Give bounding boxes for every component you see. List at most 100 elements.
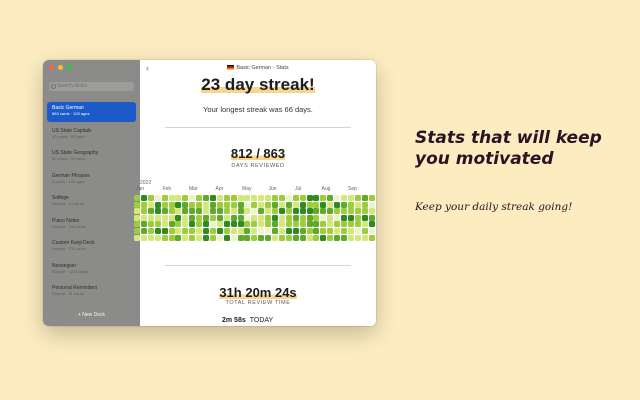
heatmap-day-cell <box>292 214 299 221</box>
heatmap-day-cell <box>327 228 334 234</box>
heatmap-day-cell <box>347 228 354 234</box>
heatmap-month-label: Feb <box>162 186 172 192</box>
heatmap-day-cell <box>189 214 196 221</box>
heatmap-day-cell <box>175 228 182 234</box>
heatmap-day-cell <box>147 201 154 208</box>
sidebar-deck-item[interactable]: Solfege Repeat · 14 cards <box>47 192 136 212</box>
today-review-time: 2m 58s TODAY <box>222 317 273 324</box>
deck-title: Norwegian <box>52 262 76 269</box>
heatmap-day-cell <box>216 195 223 201</box>
heatmap-day-cell <box>354 234 361 241</box>
heatmap-month-label: Mar <box>189 186 198 192</box>
heatmap-day-cell <box>320 214 327 221</box>
sidebar-deck-item[interactable]: German Phrases 2 cards · 150 ages <box>47 170 136 190</box>
days-reviewed-number: 812 / 863 <box>230 146 286 161</box>
deck-subtitle: Repeat · 1223 cards <box>52 268 89 274</box>
heatmap-day-cell <box>306 221 313 228</box>
heatmap-day-cell <box>285 195 292 201</box>
heatmap-day-cell <box>175 201 182 208</box>
heatmap-day-cell <box>341 234 347 241</box>
heatmap-day-cell <box>140 195 147 201</box>
sidebar-deck-item[interactable]: US State Geography 50 cards · 50 ages <box>47 147 136 167</box>
heatmap-day-cell <box>265 195 272 201</box>
heatmap-month-label: Sep <box>348 186 357 192</box>
zoom-window-button[interactable] <box>67 65 72 70</box>
heatmap-day-cell <box>334 214 341 221</box>
heatmap-day-cell <box>306 208 313 215</box>
heatmap-day-cell <box>203 214 209 221</box>
chevron-left-icon[interactable]: ‹ <box>146 63 149 73</box>
heatmap-day-cell <box>209 208 216 215</box>
heatmap-day-cell <box>272 221 278 228</box>
heatmap-day-cell <box>203 208 209 215</box>
window-title-text: Basic German - Stats <box>236 65 289 71</box>
heatmap-day-cell <box>230 234 237 241</box>
heatmap-day-cell <box>251 228 258 234</box>
sidebar-deck-item[interactable]: Custom Kanji Deck Repeat · 131 cards <box>47 237 136 257</box>
app-window: Search decks Basic German 863 cards · 100… <box>43 60 376 326</box>
heatmap-day-cell <box>154 228 161 234</box>
heatmap-day-cell <box>168 195 175 201</box>
heatmap-day-cell <box>272 228 278 234</box>
sidebar-deck-item[interactable]: Piano Notes Repeat · 108 cards <box>47 215 136 235</box>
deck-title: Piano Notes <box>52 217 80 224</box>
heatmap-day-cell <box>223 201 230 208</box>
heatmap-day-cell <box>230 228 237 234</box>
heatmap-day-cell <box>161 208 168 215</box>
heatmap-day-cell <box>196 221 203 228</box>
sidebar-deck-item[interactable]: US State Capitals 50 cards · 50 ages <box>47 125 136 145</box>
heatmap-day-cell <box>203 221 209 228</box>
today-value: 2m 58s <box>222 317 246 324</box>
new-deck-button[interactable]: + New Deck <box>77 312 106 318</box>
minimize-window-button[interactable] <box>58 65 63 70</box>
heatmap-day-cell <box>354 201 361 208</box>
today-label: TODAY <box>249 317 274 324</box>
heatmap-day-cell <box>140 208 147 215</box>
heatmap-day-cell <box>361 228 368 234</box>
heatmap-day-cell <box>154 201 161 208</box>
heatmap-day-cell <box>203 228 209 234</box>
heatmap-day-cell <box>209 214 216 221</box>
sidebar-deck-item[interactable]: Personal Reminders Repeat · 31 cards <box>47 282 136 302</box>
heatmap-day-cell <box>203 195 209 201</box>
heatmap-day-cell <box>278 208 285 215</box>
heatmap-day-cell <box>258 228 265 234</box>
heatmap-day-cell <box>320 221 327 228</box>
heatmap-day-cell <box>272 234 278 241</box>
window-controls <box>49 65 72 70</box>
sidebar-deck-item[interactable]: Basic German 863 cards · 100 ages <box>47 102 136 122</box>
sidebar-deck-item[interactable]: Norwegian Repeat · 1223 cards <box>47 260 136 280</box>
heatmap-day-cell <box>299 208 306 215</box>
heatmap-day-cell <box>196 214 203 221</box>
heatmap-day-cell <box>306 214 313 221</box>
heatmap-day-cell <box>258 195 265 201</box>
heatmap-day-cell <box>278 234 285 241</box>
deck-search-input[interactable]: Search decks <box>49 82 134 91</box>
heatmap-day-cell <box>251 195 258 201</box>
heatmap-day-cell <box>216 214 223 221</box>
heatmap-day-cell <box>299 228 306 234</box>
heatmap-day-cell <box>368 214 375 221</box>
heatmap-day-cell <box>327 234 334 241</box>
heatmap-day-cell <box>347 201 354 208</box>
heatmap-day-cell <box>209 221 216 228</box>
heatmap-day-cell <box>334 195 341 201</box>
heatmap-day-cell <box>299 195 306 201</box>
days-reviewed-caption: DAYS REVIEWED <box>231 163 285 169</box>
heatmap-day-cell <box>354 214 361 221</box>
heatmap-day-cell <box>313 214 320 221</box>
heatmap-day-cell <box>320 228 327 234</box>
heatmap-day-cell <box>216 228 223 234</box>
heatmap-day-cell <box>147 221 154 228</box>
heatmap-day-cell <box>285 208 292 215</box>
heatmap-day-cell <box>251 234 258 241</box>
heatmap-day-cell <box>361 195 368 201</box>
heatmap-day-cell <box>237 221 244 228</box>
heatmap-day-cell <box>292 201 299 208</box>
heatmap-day-cell <box>182 208 189 215</box>
heatmap-day-cell <box>341 208 347 215</box>
deck-subtitle: Repeat · 131 cards <box>52 246 87 251</box>
heatmap-day-cell <box>223 221 230 228</box>
heatmap-day-cell <box>189 201 196 208</box>
close-window-button[interactable] <box>49 65 54 70</box>
